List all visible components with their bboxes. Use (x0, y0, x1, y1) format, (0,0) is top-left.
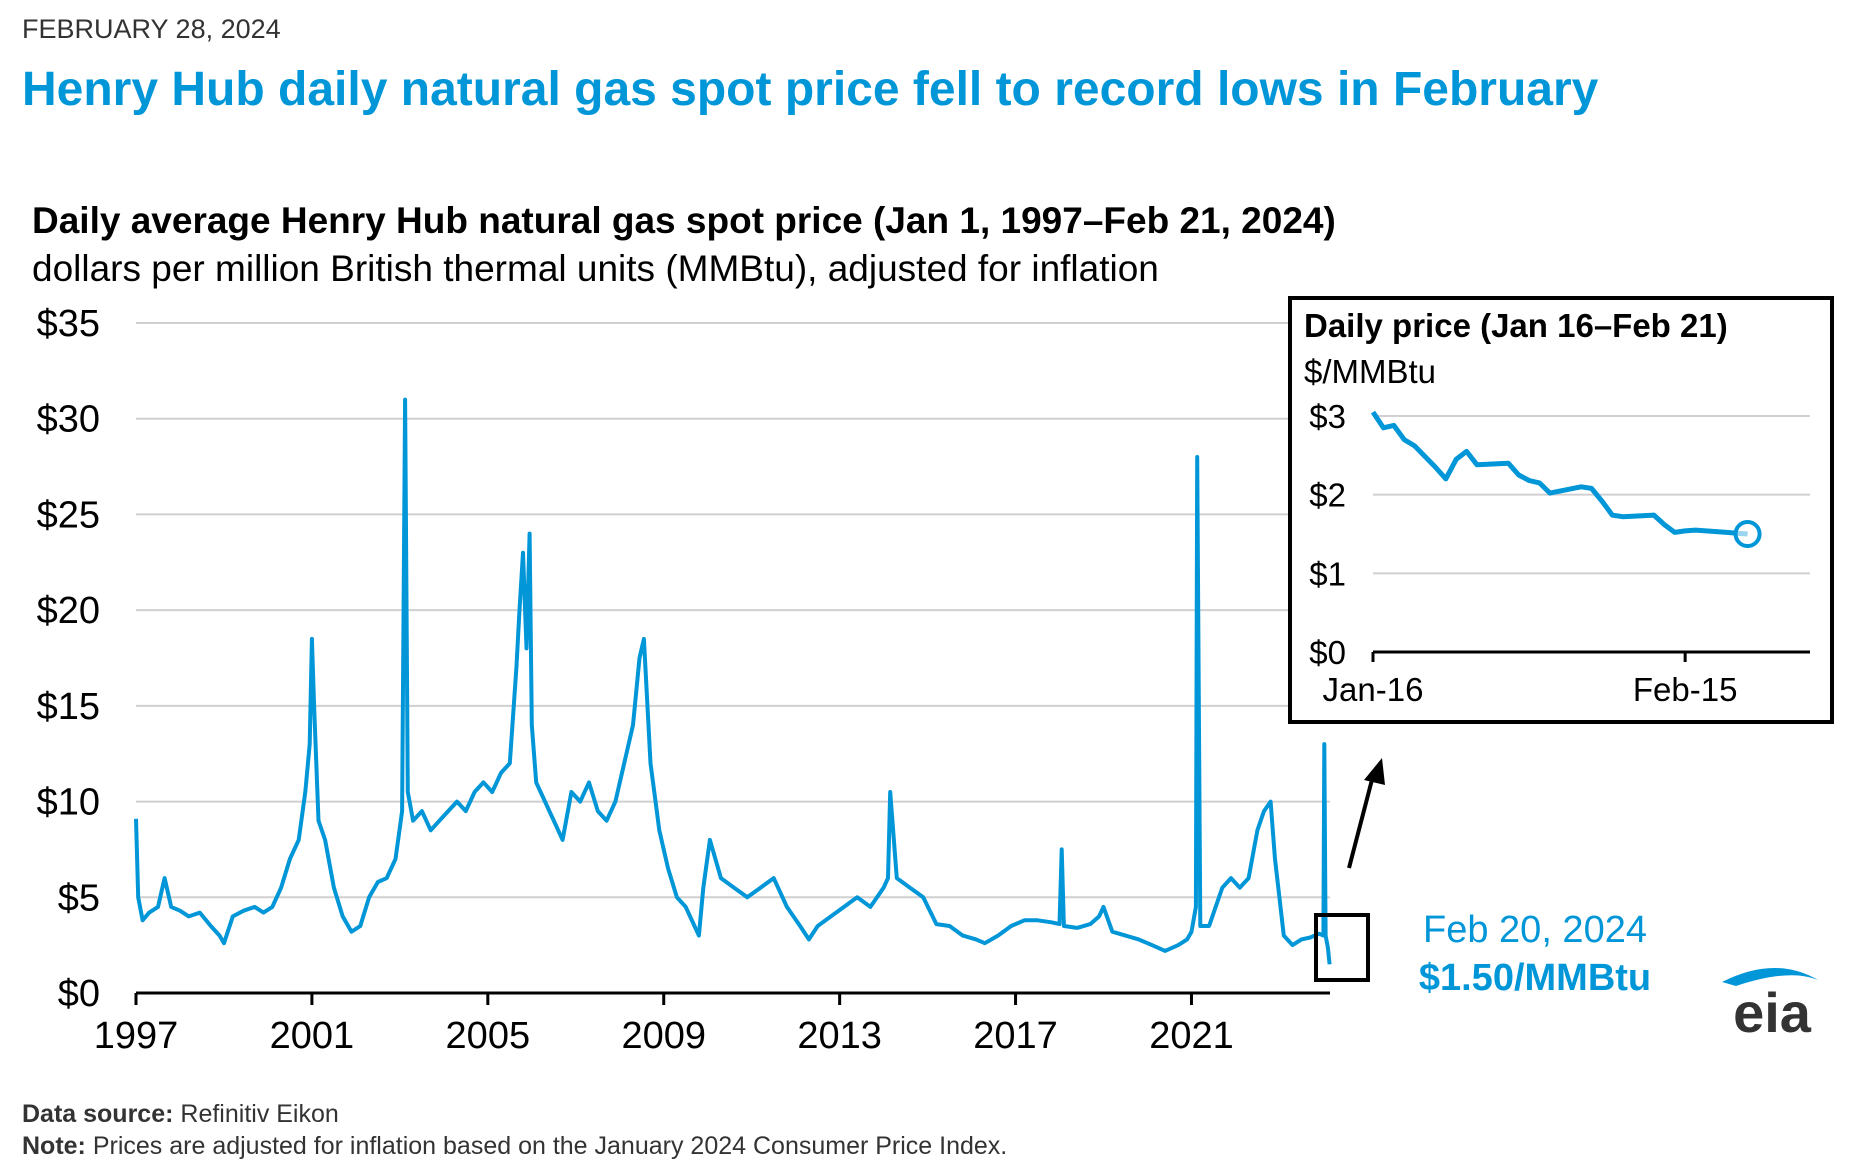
inset-grid (1373, 415, 1810, 575)
x-tick-label: 2001 (270, 1015, 355, 1057)
data-source: Data source: Refinitiv Eikon (22, 1100, 339, 1129)
inset-title: Daily price (Jan 16–Feb 21) (1304, 307, 1728, 344)
inset-y-axis: $0 $1 $2 $3 (1309, 398, 1346, 671)
y-tick-label: $15 (37, 686, 100, 728)
y-tick-label: $20 (37, 590, 100, 632)
annotation-date: Feb 20, 2024 (1423, 909, 1647, 951)
inset-x-tick-label: Jan-16 (1323, 671, 1424, 708)
annotation-value: $1.50/MMBtu (1419, 957, 1651, 999)
inset-y-tick-label: $0 (1309, 634, 1346, 671)
inset-y-tick-label: $2 (1309, 477, 1346, 514)
main-y-axis: $0 $5 $10 $15 $20 $25 $30 $35 (37, 303, 100, 1015)
inset-series-line (1370, 410, 1748, 537)
eia-logo-icon: eia (1722, 967, 1818, 1044)
headline: Henry Hub daily natural gas spot price f… (22, 63, 1599, 116)
note-label: Note: (22, 1132, 86, 1160)
publish-date: FEBRUARY 28, 2024 (22, 14, 281, 44)
highlight-box (1314, 913, 1370, 982)
main-x-axis: 1997 2001 2005 2009 2013 2017 2021 (94, 991, 1330, 1057)
y-tick-label: $5 (58, 877, 100, 919)
chart-units: dollars per million British thermal unit… (32, 248, 1159, 289)
pointer-arrowhead (1364, 758, 1385, 785)
x-tick-label: 2005 (446, 1015, 531, 1057)
x-tick-label: 2021 (1149, 1015, 1234, 1057)
inset-series (1370, 410, 1762, 548)
x-tick-label: 2017 (973, 1015, 1058, 1057)
y-tick-label: $0 (58, 973, 100, 1015)
y-tick-label: $35 (37, 303, 100, 345)
x-tick-label: 2013 (797, 1015, 882, 1057)
chart-title: Daily average Henry Hub natural gas spot… (32, 200, 1336, 241)
inset-latest-point-marker (1733, 520, 1762, 548)
inset-y-tick-label: $1 (1309, 555, 1346, 592)
series-line (134, 397, 1332, 965)
inset-y-tick-label: $3 (1309, 398, 1346, 435)
pointer-arrow-line (1347, 771, 1376, 869)
x-tick-label: 1997 (94, 1015, 179, 1057)
y-tick-label: $10 (37, 782, 100, 824)
y-tick-label: $30 (37, 399, 100, 441)
source-label: Data source: (22, 1100, 174, 1128)
inset-x-axis: Jan-16 Feb-15 (1323, 650, 1810, 708)
logo-swoosh (1722, 967, 1818, 986)
note-text: Prices are adjusted for inflation based … (85, 1132, 1008, 1160)
note: Note: Prices are adjusted for inflation … (22, 1132, 1007, 1161)
main-series (134, 397, 1332, 965)
source-text: Refinitiv Eikon (173, 1100, 339, 1128)
inset-units: $/MMBtu (1304, 353, 1436, 390)
inset-x-tick-label: Feb-15 (1633, 671, 1738, 708)
x-tick-label: 2009 (621, 1015, 706, 1057)
logo-text: eia (1733, 981, 1812, 1044)
y-tick-label: $25 (37, 494, 100, 536)
main-grid (136, 322, 1330, 899)
